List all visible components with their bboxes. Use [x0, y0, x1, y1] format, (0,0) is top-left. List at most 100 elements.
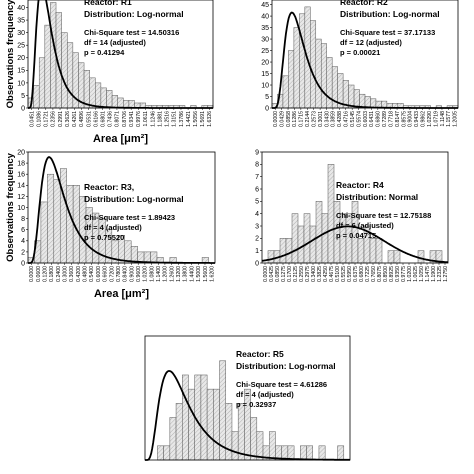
chart-panel-r2: 0 5 10 15 20 25 30 35 40 45 0.0000 0.0429 0.0858 0.12… [261, 0, 459, 127]
x-tick-label: 0.8925 [389, 266, 395, 282]
bar-r4-3 [279, 238, 287, 264]
x-tick-label: 0.3000 [63, 266, 69, 282]
y-tick-label: 9 [255, 149, 259, 156]
bar-r2-4 [293, 27, 300, 109]
bar-r1-14 [106, 90, 113, 109]
bar-r1-10 [83, 70, 90, 109]
x-tick-label: 0.7718 [388, 111, 394, 127]
y-tick-label: 15 [17, 68, 25, 75]
y-tick-label: 20 [17, 55, 25, 62]
bar-r5-20 [268, 431, 276, 461]
bar-r5-10 [206, 388, 214, 461]
x-tick-label: 0.0000 [29, 266, 35, 282]
x-tick-label: 0.4250 [323, 266, 329, 282]
x-tick-label: 0.4896 [79, 111, 85, 127]
x-tick-label: 0.9600 [136, 266, 142, 282]
df-label: df = 4 (adjusted) [236, 390, 294, 399]
chart-panel-r1: 0 5 10 15 20 25 30 35 40 0.0451 0.1086 0.1721 0.2356… [5, 0, 214, 145]
bar-r2-7 [310, 20, 317, 109]
chi-square-label: Chi-Square test = 4.61286 [236, 380, 327, 389]
y-tick-label: 0 [21, 260, 25, 267]
bar-r2-2 [282, 75, 289, 109]
x-tick-label: 0.8147 [395, 111, 401, 127]
x-tick-label: 0.0858 [286, 111, 292, 127]
x-tick-label: 1.1900 [431, 266, 437, 282]
bar-r4-7 [303, 213, 311, 264]
bar-r4-11 [327, 164, 335, 264]
x-tick-label: 0.1700 [287, 266, 293, 282]
y-tick-label: 8 [255, 162, 259, 169]
reactor-label: Reactor: R1 [84, 0, 132, 7]
reactor-label: Reactor: R5 [236, 349, 284, 359]
df-label: df = 4 (adjusted) [84, 223, 142, 232]
x-tick-label: 0.9000 [129, 266, 135, 282]
bar-r1-6 [61, 32, 68, 109]
x-tick-label: 0.0451 [29, 111, 35, 127]
y-tick-label: 4 [21, 238, 25, 245]
bar-r4-8 [309, 225, 317, 264]
x-tick-label: 0.9775 [401, 266, 407, 282]
x-tick-label: 0.7225 [365, 266, 371, 282]
bar-r1-1 [33, 85, 40, 109]
x-tick-label: 1.2325 [437, 266, 443, 282]
y-tick-label: 0 [21, 105, 25, 112]
df-label: df = 6 (adjusted) [336, 221, 394, 230]
bar-r3-6 [66, 185, 74, 264]
x-tick-label: 1.0611 [143, 111, 149, 127]
x-tick-label: 0.7289 [382, 111, 388, 127]
bar-r1-2 [38, 57, 46, 109]
bar-r5-31 [337, 445, 345, 461]
bar-r2-8 [315, 38, 322, 109]
bar-r3-4 [53, 179, 61, 264]
x-tick-label: 1.2000 [163, 266, 169, 282]
y-tick-label: 5 [265, 94, 269, 101]
x-tick-label: 0.4261 [72, 111, 78, 127]
y-tick-label: 1 [255, 248, 259, 255]
x-tick-label: 0.8075 [377, 266, 383, 282]
plot-frame-r5 [144, 335, 351, 461]
x-tick-label: 0.9350 [395, 266, 401, 282]
bar-r1-12 [95, 82, 102, 109]
x-tick-label: 0.9341 [129, 111, 135, 127]
bar-r5-25 [300, 445, 307, 461]
chi-square-label: Chi-Square test = 37.17133 [340, 28, 435, 37]
x-tick-label: 0.5100 [335, 266, 341, 282]
p-value-label: p = 0.75520 [84, 233, 124, 242]
x-tick-label: 1.1148 [440, 111, 446, 127]
bar-r3-3 [47, 173, 55, 264]
y-tick-label: 10 [261, 82, 269, 89]
x-tick-label: 1.4400 [189, 266, 195, 282]
x-tick-label: 0.1200 [42, 266, 48, 282]
bar-r5-23 [287, 445, 295, 461]
x-tick-label: 1.2516 [165, 111, 171, 127]
x-tick-label: 0.3859 [331, 111, 337, 127]
x-tick-label: 1.2005 [453, 111, 459, 127]
distribution-label: Distribution: Log-normal [84, 9, 184, 19]
reactor-label: Reactor: R4 [336, 180, 384, 190]
x-tick-label: 0.1086 [36, 111, 42, 127]
x-tick-label: 1.3200 [176, 266, 182, 282]
y-tick-label: 35 [17, 17, 25, 24]
x-tick-label: 0.2356 [51, 111, 57, 127]
bar-r5-26 [306, 445, 313, 461]
x-tick-label: 1.5691 [200, 111, 206, 127]
x-tick-label: 0.9862 [421, 111, 427, 127]
x-tick-label: 0.2975 [305, 266, 311, 282]
x-tick-label: 1.0719 [433, 111, 439, 127]
bar-r1-15 [111, 95, 118, 109]
bar-r4-5 [291, 213, 299, 264]
p-value-label: p = 0.41294 [84, 48, 125, 57]
y-tick-label: 25 [17, 43, 25, 50]
x-tick-label: 0.6003 [363, 111, 369, 127]
x-tick-label: 0.3001 [318, 111, 324, 127]
x-tick-label: 0.0600 [36, 266, 42, 282]
distribution-label: Distribution: Normal [336, 192, 418, 202]
x-tick-label: 0.6166 [93, 111, 99, 127]
x-axis-label: Area [μm²] [93, 133, 148, 145]
bar-r5-6 [182, 374, 189, 461]
x-tick-label: 0.4716 [344, 111, 350, 127]
y-tick-label: 2 [21, 249, 25, 256]
y-tick-label: 15 [261, 71, 269, 78]
bar-r5-2 [157, 445, 164, 461]
y-tick-label: 0 [265, 105, 269, 112]
